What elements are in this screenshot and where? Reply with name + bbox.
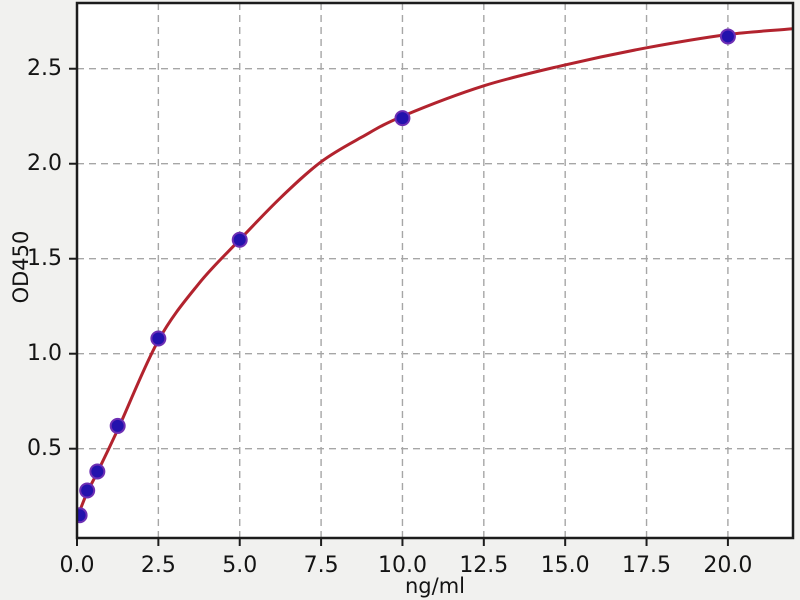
- y-tick-labels: 0.5 1.0 1.5 2.0 2.5: [27, 56, 62, 461]
- data-point: [89, 463, 106, 480]
- data-point: [719, 28, 736, 45]
- fit-curve: [77, 27, 793, 520]
- x-tick-label: 10.0: [378, 553, 427, 578]
- x-tick-labels: 0.0 2.5 5.0 7.5 10.0 12.5 15.0 17.5 20.0: [60, 553, 753, 578]
- axis-ticks: [69, 67, 729, 546]
- x-tick-label: 0.0: [60, 553, 95, 578]
- y-tick-label: 1.5: [27, 246, 62, 271]
- data-point: [109, 417, 126, 434]
- data-point: [394, 110, 411, 127]
- data-point: [77, 507, 88, 524]
- y-tick-label: 2.0: [27, 151, 62, 176]
- x-tick-label: 15.0: [541, 553, 590, 578]
- fit-curve-layer: [77, 27, 793, 520]
- x-tick-label: 5.0: [222, 553, 257, 578]
- x-tick-label: 2.5: [141, 553, 176, 578]
- data-point: [79, 482, 96, 499]
- y-tick-label: 0.5: [27, 436, 62, 461]
- plot-area: [77, 3, 793, 538]
- x-tick-label: 12.5: [459, 553, 508, 578]
- y-tick-label: 2.5: [27, 56, 62, 81]
- x-axis-label: ng/ml: [405, 574, 465, 598]
- grid-lines: [76, 3, 793, 538]
- y-tick-label: 1.0: [27, 341, 62, 366]
- data-points-layer: [77, 28, 736, 524]
- x-tick-label: 7.5: [304, 553, 339, 578]
- data-point: [231, 231, 248, 248]
- y-axis-label: OD450: [9, 231, 33, 304]
- x-tick-label: 17.5: [622, 553, 671, 578]
- data-point: [150, 330, 167, 347]
- axes-spines: [75, 1, 795, 540]
- x-tick-label: 20.0: [703, 553, 752, 578]
